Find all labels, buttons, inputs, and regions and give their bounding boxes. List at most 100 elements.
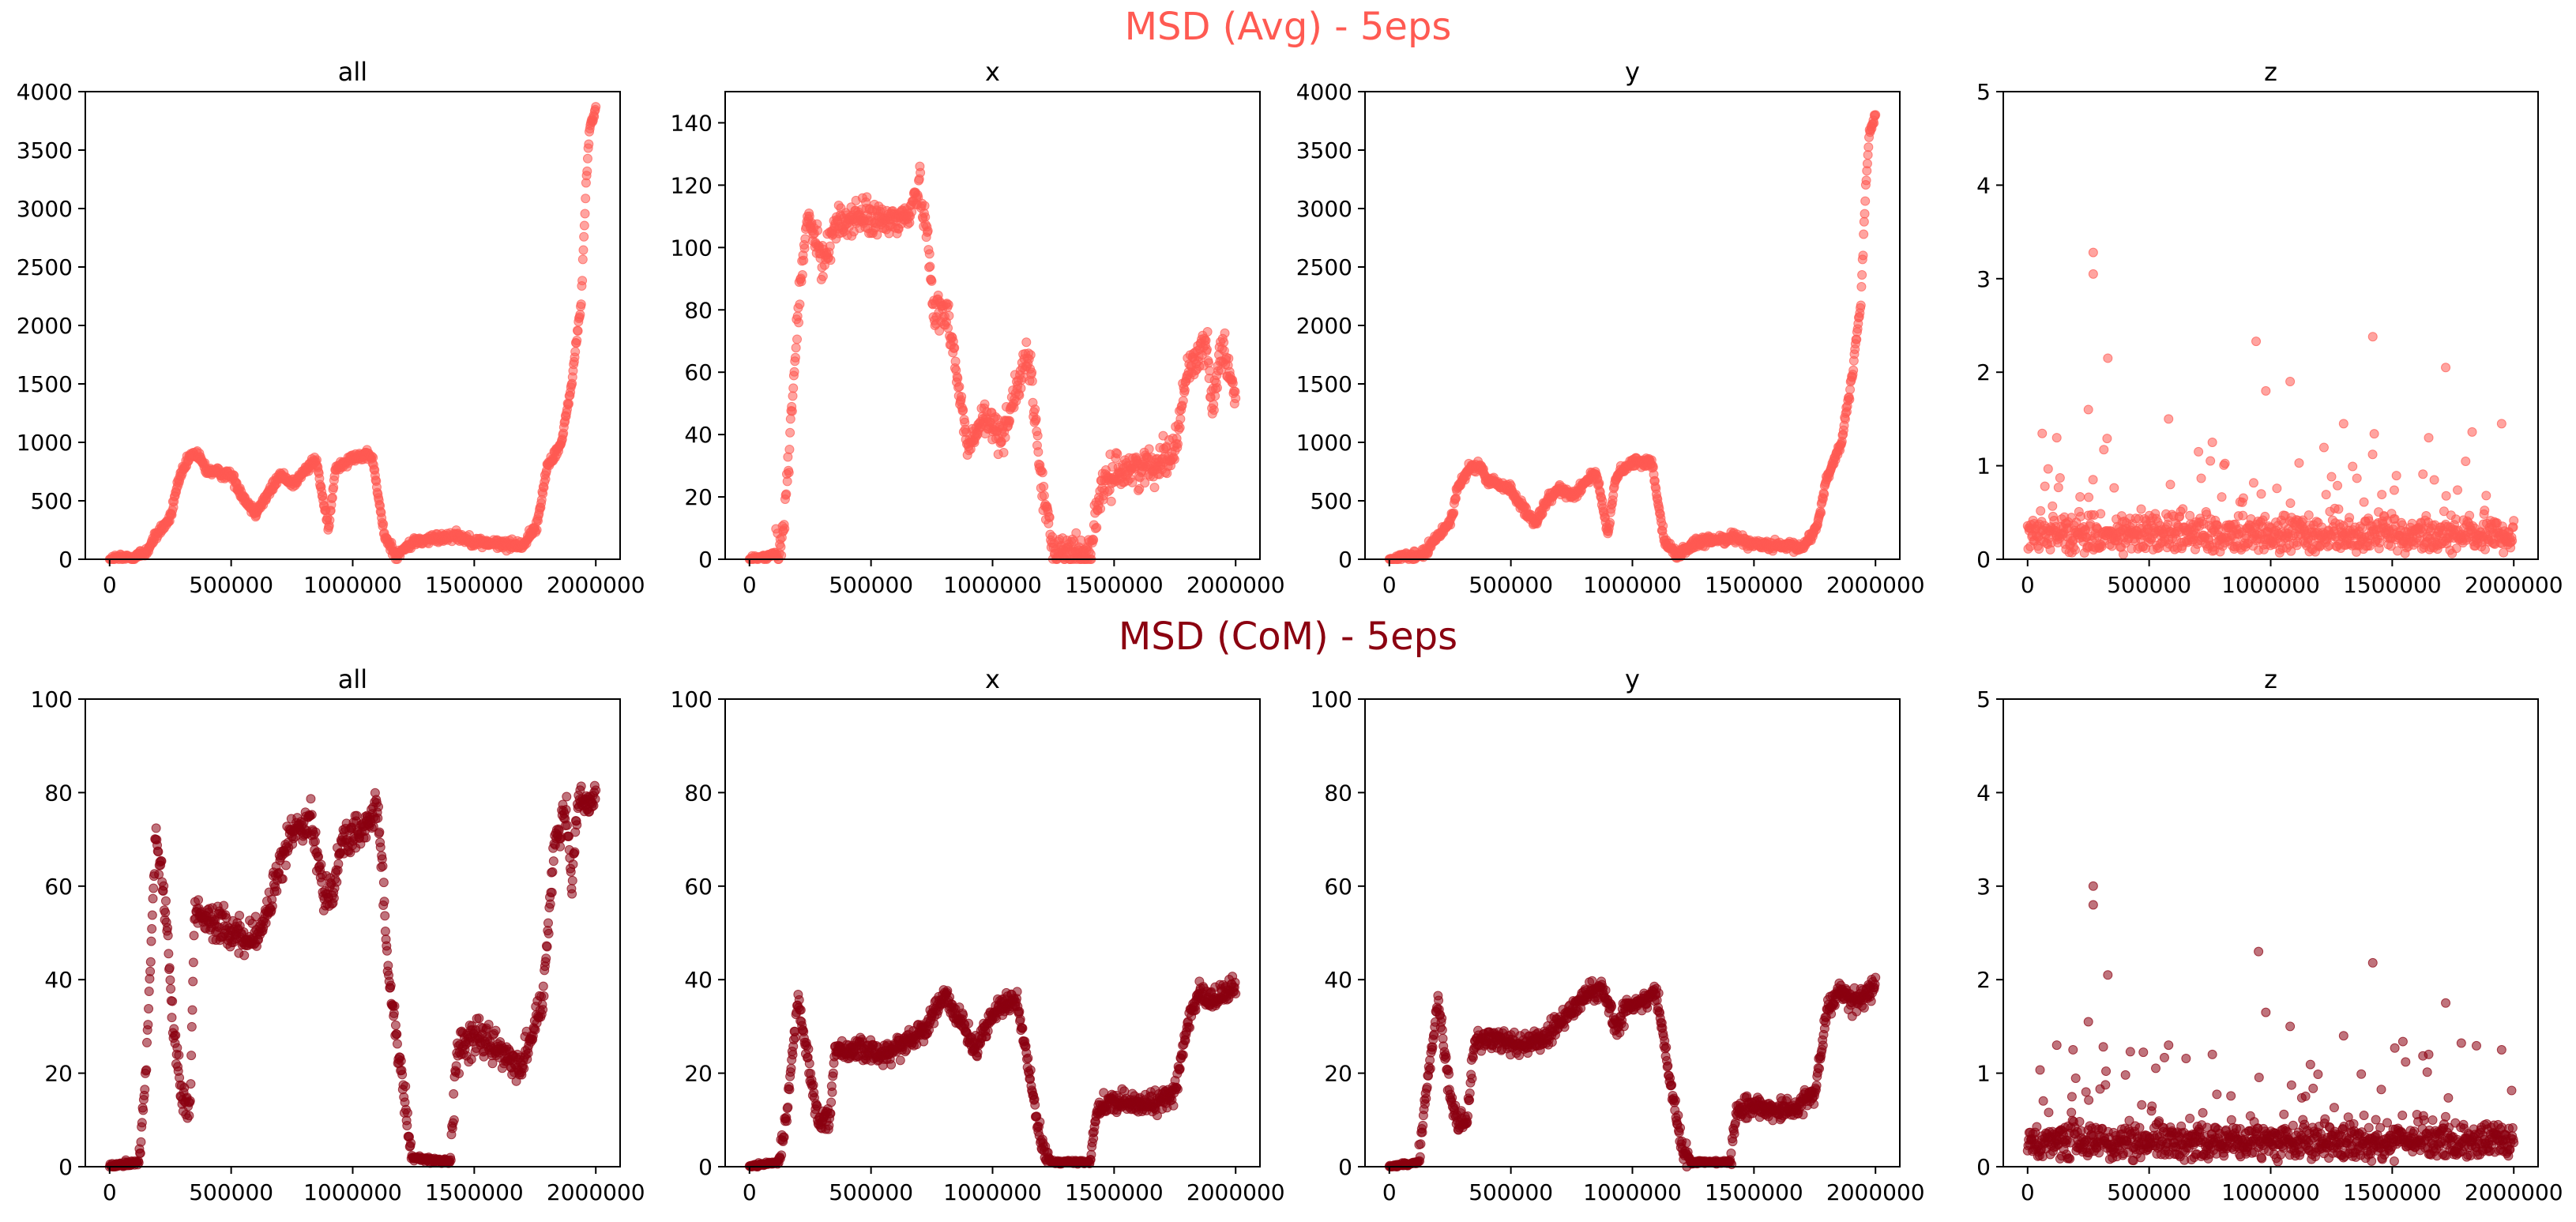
data-point — [944, 300, 953, 309]
y-tick-label: 120 — [671, 172, 713, 198]
data-point — [374, 803, 383, 811]
data-point — [2197, 474, 2206, 483]
y-tick-label: 100 — [31, 686, 73, 713]
data-point — [168, 997, 177, 1006]
data-point — [2261, 512, 2270, 521]
data-point — [167, 984, 175, 993]
data-point — [520, 1064, 528, 1073]
data-point — [539, 1006, 547, 1014]
data-point — [1820, 490, 1829, 498]
data-point — [2119, 550, 2127, 558]
data-point — [261, 919, 270, 927]
x-tick-label: 1500000 — [2343, 572, 2442, 598]
data-point — [2286, 498, 2295, 507]
y-tick-label: 80 — [44, 780, 73, 806]
data-point — [152, 824, 160, 833]
y-tick-label: 3000 — [1296, 196, 1352, 222]
x-tick-label: 500000 — [189, 1179, 273, 1205]
data-point — [1606, 518, 1615, 527]
data-point — [2217, 493, 2226, 502]
data-point — [1032, 415, 1040, 423]
y-tick-label: 4 — [1976, 172, 1991, 198]
data-point — [376, 843, 385, 852]
data-point — [2036, 506, 2045, 515]
data-point — [920, 201, 929, 210]
data-point — [1595, 479, 1604, 487]
data-point — [393, 1040, 401, 1048]
data-point — [1006, 416, 1014, 425]
data-point — [799, 256, 808, 265]
data-point — [2084, 405, 2093, 414]
data-point — [1863, 160, 1871, 168]
data-point — [194, 896, 203, 904]
data-point — [175, 1051, 183, 1059]
data-point — [149, 884, 158, 893]
data-point — [2110, 483, 2119, 492]
axes-frame — [725, 92, 1260, 559]
data-point — [580, 221, 589, 230]
row-title-com: MSD (CoM) - 5eps — [0, 615, 2576, 659]
data-point — [788, 407, 796, 415]
data-point — [190, 931, 198, 940]
y-tick-label: 3 — [1976, 266, 1991, 292]
data-point — [455, 1069, 464, 1077]
y-tick-label: 3500 — [17, 137, 73, 164]
data-point — [268, 902, 276, 911]
data-point — [1031, 405, 1040, 414]
data-point — [381, 912, 389, 920]
data-point — [2249, 479, 2258, 487]
scatter-points — [745, 162, 1239, 563]
y-tick-label: 500 — [1311, 488, 1352, 514]
data-point — [1450, 509, 1458, 517]
data-point — [137, 1119, 146, 1127]
data-point — [827, 1098, 836, 1107]
data-point — [403, 1108, 412, 1117]
data-point — [818, 272, 827, 280]
data-point — [786, 415, 795, 423]
data-point — [999, 448, 1008, 457]
data-point — [187, 1022, 196, 1031]
data-point — [780, 1133, 788, 1141]
data-point — [887, 1060, 896, 1069]
data-point — [788, 392, 797, 400]
data-point — [2048, 502, 2057, 510]
data-point — [908, 208, 916, 216]
data-point — [2206, 457, 2215, 465]
data-point — [166, 976, 175, 984]
data-point — [1220, 338, 1228, 347]
x-tick-label: 1000000 — [303, 1179, 402, 1205]
data-point — [544, 929, 553, 938]
data-point — [573, 337, 581, 345]
data-point — [805, 1059, 814, 1068]
data-point — [2419, 470, 2427, 479]
data-point — [185, 1111, 194, 1120]
data-point — [950, 344, 959, 352]
data-point — [2179, 505, 2187, 513]
data-point — [1228, 379, 1237, 388]
y-tick-label: 2 — [1976, 359, 1991, 385]
data-point — [951, 357, 960, 366]
data-point — [783, 1117, 792, 1126]
data-point — [1860, 217, 1868, 226]
x-tick-label: 500000 — [2107, 572, 2191, 598]
y-tick-label: 2000 — [1296, 313, 1352, 339]
data-point — [2424, 434, 2433, 442]
data-point — [2461, 457, 2470, 465]
data-point — [144, 1021, 152, 1029]
data-point — [546, 900, 555, 908]
data-point — [1859, 251, 1867, 260]
data-point — [826, 1109, 835, 1118]
data-point — [923, 227, 932, 235]
data-point — [307, 810, 316, 819]
data-point — [1017, 384, 1025, 393]
data-point — [2497, 419, 2506, 428]
data-point — [1096, 504, 1105, 513]
data-point — [2319, 443, 2328, 452]
data-point — [2076, 492, 2085, 501]
data-point — [160, 882, 168, 890]
data-point — [784, 468, 793, 477]
data-point — [2097, 509, 2105, 518]
data-point — [777, 1151, 786, 1160]
data-point — [1179, 397, 1187, 405]
data-point — [792, 344, 800, 352]
